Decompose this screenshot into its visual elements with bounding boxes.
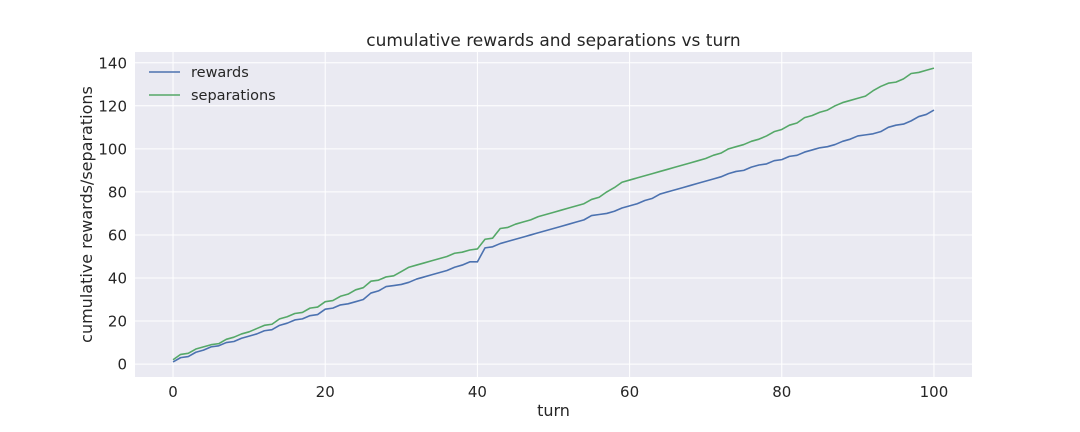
x-tick-label: 100 [920,383,949,401]
x-tick-labels: 0 20 40 60 80 100 [168,383,948,401]
x-axis-title: turn [537,401,570,420]
y-tick-label: 60 [108,226,127,244]
legend-label: rewards [191,65,249,81]
y-tick-label: 20 [108,313,127,331]
y-tick-label: 40 [108,269,127,287]
x-tick-label: 20 [316,383,335,401]
series-line [172,109,935,363]
series-layer [172,67,935,363]
legend-item-separations: separations [149,88,276,104]
legend-item-rewards: rewards [149,65,249,81]
series-separations [172,67,935,361]
y-tick-label: 80 [108,183,127,201]
legend: rewards separations [149,65,276,104]
x-tick-label: 80 [772,383,791,401]
legend-label: separations [191,88,276,104]
x-tick-label: 40 [468,383,487,401]
y-axis-title: cumulative rewards/separations [77,86,96,343]
series-rewards [172,109,935,363]
y-tick-label: 0 [117,356,127,374]
y-tick-label: 100 [98,140,127,158]
y-tick-label: 120 [98,97,127,115]
chart-title: cumulative rewards and separations vs tu… [366,31,740,51]
grid-lines [135,52,972,377]
y-tick-labels: 0 20 40 60 80 100 120 140 [98,54,127,373]
x-tick-label: 0 [168,383,178,401]
y-tick-label: 140 [98,54,127,72]
series-line [172,67,935,361]
x-tick-label: 60 [620,383,639,401]
